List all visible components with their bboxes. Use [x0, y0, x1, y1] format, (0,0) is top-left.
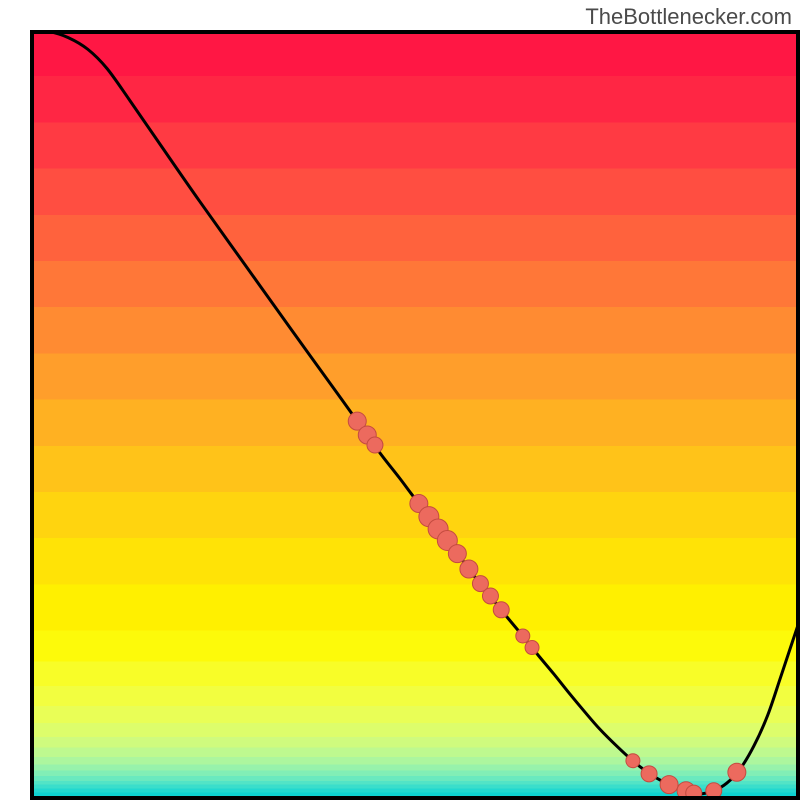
data-marker — [516, 629, 530, 643]
data-marker — [482, 588, 498, 604]
data-marker — [493, 602, 509, 618]
data-marker — [626, 754, 640, 768]
data-marker — [728, 763, 746, 781]
chart-root: TheBottlenecker.com — [0, 0, 800, 800]
watermark-text: TheBottlenecker.com — [585, 4, 792, 30]
chart-svg — [0, 0, 800, 800]
data-marker — [660, 776, 678, 794]
data-marker — [525, 641, 539, 655]
data-marker — [367, 437, 383, 453]
gradient-background — [30, 30, 800, 800]
data-marker — [448, 545, 466, 563]
data-marker — [641, 766, 657, 782]
data-marker — [460, 560, 478, 578]
